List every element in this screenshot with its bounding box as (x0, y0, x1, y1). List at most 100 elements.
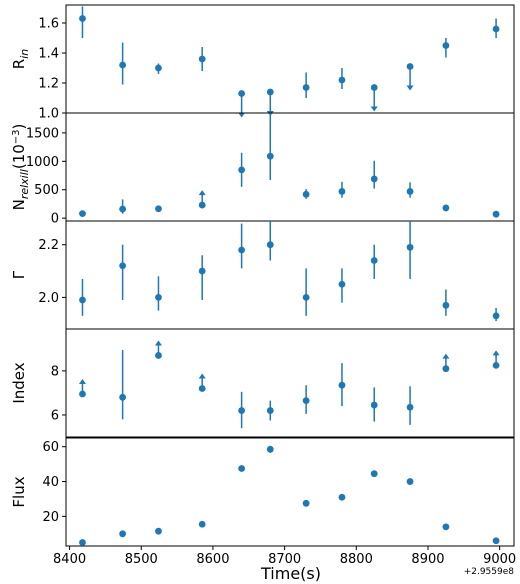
data-point (198, 55, 206, 63)
data-point (198, 201, 206, 209)
x-tick-label: 8500 (125, 552, 158, 567)
y-axis-label: Index (10, 362, 28, 403)
data-point (155, 352, 162, 359)
panel-ylabel-main: N (10, 199, 28, 210)
data-point (119, 61, 127, 69)
data-point (406, 478, 414, 485)
data-point (79, 15, 86, 22)
y-tick-label: 8 (51, 364, 59, 379)
data-point (266, 445, 274, 453)
x-tick-label: 8800 (340, 552, 373, 567)
panel-1: 1.0 1.2 1.4 1.6 Rin (10, 4, 515, 122)
data-point (370, 470, 378, 478)
data-point (406, 63, 414, 70)
limit-arrow-head (442, 353, 450, 359)
data-point (119, 262, 127, 270)
y-tick-label: 2.0 (38, 291, 59, 306)
data-point (266, 88, 274, 96)
data-point (338, 76, 346, 84)
y-tick-label: 0 (51, 212, 59, 227)
panel-4: 6 8 Index (10, 328, 515, 438)
panel-ylabel-end: ) (10, 124, 28, 130)
data-point (119, 393, 127, 401)
data-point (338, 188, 346, 195)
data-point (238, 246, 246, 254)
panel-frame (65, 4, 515, 114)
panel-5: 20 40 60 Flux 8400 8500 8600 8700 8800 8900 9000 (10, 437, 516, 567)
data-point (302, 190, 310, 198)
data-point (238, 90, 246, 97)
data-point (370, 175, 378, 183)
data-point (238, 166, 246, 174)
data-point (238, 465, 246, 472)
data-point (338, 280, 346, 288)
panel-frame (65, 220, 515, 330)
data-point (442, 365, 450, 373)
y-tick-label: 6 (51, 408, 59, 423)
panel-ylabel-subscript: in (18, 49, 31, 59)
panel-3: 2.0 2.2 Γ (10, 220, 515, 330)
data-point (155, 527, 162, 535)
x-axis-label: Time(s) (260, 564, 321, 583)
x-tick-label: 8400 (53, 552, 86, 567)
data-point (266, 241, 274, 249)
y-tick-label: 1.6 (38, 17, 59, 32)
y-tick-label: 1500 (26, 126, 59, 141)
y-tick-label: 1.4 (38, 47, 59, 62)
panel-ylabel-superscript: −3 (11, 129, 22, 144)
y-axis-label: Flux (10, 476, 28, 507)
data-point (442, 523, 450, 531)
x-tick-label: 8600 (196, 552, 229, 567)
y-tick-label: 1000 (26, 155, 59, 170)
data-point (198, 520, 206, 528)
data-point (302, 397, 310, 405)
data-point (442, 42, 450, 49)
x-tick-label: 9000 (483, 552, 516, 567)
data-point (492, 361, 500, 369)
data-point (155, 64, 162, 72)
y-axis-label: Nrelxill(10−3) (10, 124, 31, 211)
data-point (492, 25, 500, 33)
chart-panels: 1.01.21.41.6Rin050010001500Nrelxill(10−3… (10, 4, 516, 567)
data-point (492, 537, 500, 545)
data-point (198, 385, 206, 392)
x-tick-label: 8900 (411, 552, 444, 567)
data-point (442, 301, 450, 309)
x-axis-offset-label: +2.9559e8 (464, 567, 515, 577)
x-axis: Time(s) +2.9559e8 (260, 564, 514, 583)
data-point (79, 296, 86, 304)
limit-arrow-head (238, 112, 246, 118)
data-point (492, 210, 500, 218)
limit-arrow-head (492, 350, 500, 356)
limit-arrow-head (78, 379, 86, 385)
y-axis-label: Rin (10, 49, 31, 69)
y-tick-label: 20 (42, 510, 59, 525)
panel-ylabel-main: Γ (10, 270, 28, 279)
panel-frame (65, 328, 515, 438)
y-tick-label: 40 (42, 475, 59, 490)
y-tick-label: 60 (42, 440, 59, 455)
data-point (406, 243, 414, 251)
x-tick-label: 8700 (268, 552, 301, 567)
panel-frame (65, 437, 515, 547)
data-point (119, 530, 127, 538)
data-point (155, 205, 162, 213)
data-point (119, 205, 127, 213)
data-point (406, 188, 414, 195)
data-point (155, 293, 162, 301)
data-point (338, 381, 346, 389)
limit-arrow-head (198, 373, 206, 379)
data-point (302, 499, 310, 507)
data-point (370, 84, 378, 91)
panel-ylabel-main: Flux (10, 476, 28, 507)
limit-arrow-head (370, 106, 378, 112)
panel-ylabel-main: R (10, 59, 28, 69)
data-point (492, 312, 500, 320)
data-point (370, 401, 378, 409)
limit-arrow-head (154, 340, 162, 346)
y-axis-label: Γ (10, 270, 28, 279)
data-point (266, 152, 274, 160)
data-point (79, 390, 86, 398)
